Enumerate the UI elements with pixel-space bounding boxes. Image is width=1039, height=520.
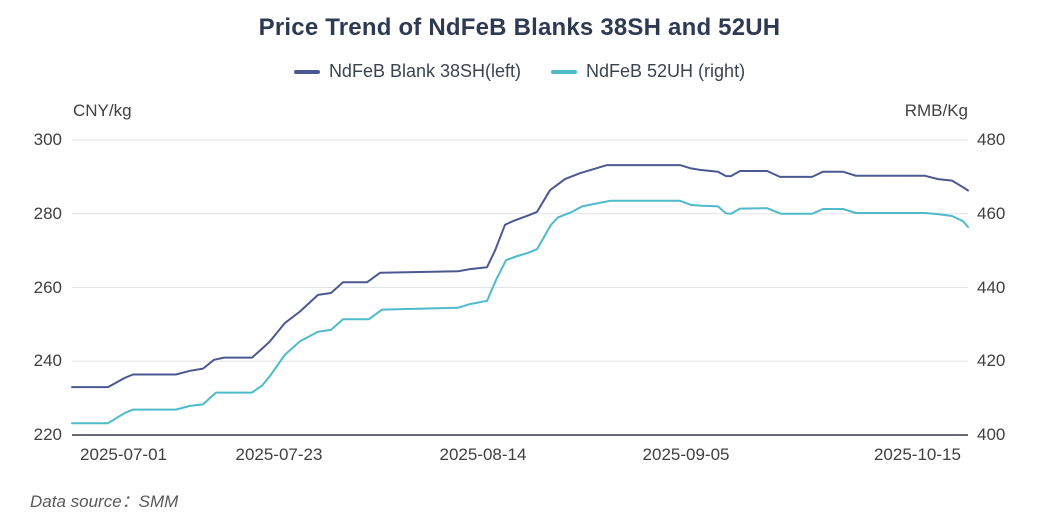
y-axis-label-left: 220 [33,425,62,444]
data-source-note: Data source：SMM [30,492,179,511]
x-axis-label: 2025-08-14 [439,445,527,464]
y-axis-label-left: 240 [33,351,62,371]
left-axis-unit-label: CNY/kg [73,101,132,120]
y-axis-label-right: 420 [977,351,1006,371]
y-axis-label-left: 300 [33,130,62,149]
legend-line-swatch-38sh [293,69,320,74]
series-line-52uh[interactable] [71,199,969,425]
y-axis-label-right: 460 [977,203,1006,223]
y-axis-label-right: 440 [977,277,1006,297]
right-axis-unit-label: RMB/Kg [904,101,968,120]
y-axis-label-left: 260 [33,277,62,297]
series-line-38sh[interactable] [71,164,969,389]
y-axis-label-right: 480 [977,130,1006,149]
legend-label-52uh: NdFeB 52UH (right) [586,61,746,81]
legend-item-52uh[interactable]: NdFeB 52UH (right) [551,61,745,82]
y-axis-label-right: 400 [977,425,1006,444]
legend-item-38sh[interactable]: NdFeB Blank 38SH(left) [293,61,522,82]
x-axis-label: 2025-07-23 [235,445,323,464]
y-axis-label-left: 280 [33,203,62,223]
chart-title: Price Trend of NdFeB Blanks 38SH and 52U… [258,14,781,41]
x-axis-label: 2025-10-15 [873,445,961,464]
x-axis-label: 2025-07-01 [80,445,167,464]
legend-line-swatch-52uh [551,69,578,74]
legend: NdFeB Blank 38SH(left) NdFeB 52UH (right… [0,61,1039,82]
x-axis-label: 2025-09-05 [642,445,730,464]
legend-label-38sh: NdFeB Blank 38SH(left) [328,61,522,81]
